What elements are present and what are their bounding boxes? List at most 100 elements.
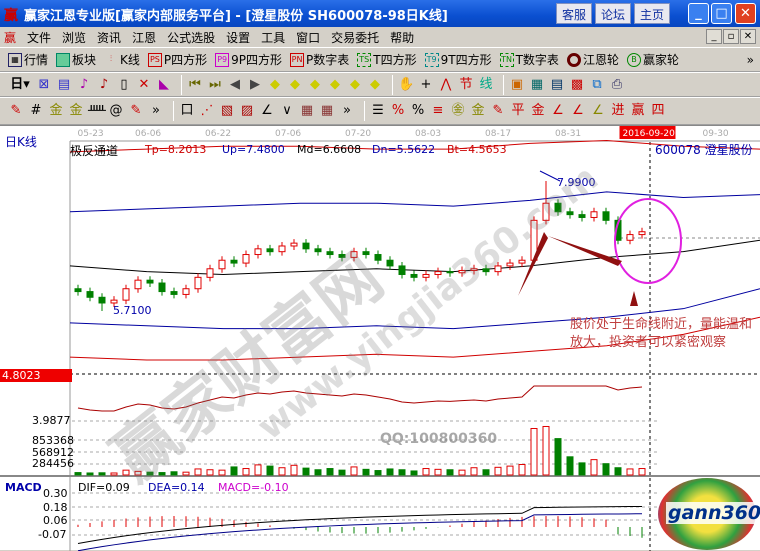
- last-icon[interactable]: ⏭: [209, 76, 221, 92]
- menu-formula[interactable]: 公式选股: [167, 30, 216, 45]
- toolbar-t-table[interactable]: TN T数字表: [499, 52, 559, 67]
- period-select[interactable]: 日▾: [10, 76, 30, 92]
- menu-tools[interactable]: 工具: [261, 30, 286, 45]
- wave-icon[interactable]: ∨: [282, 103, 292, 118]
- angle-four-icon[interactable]: 四: [651, 103, 665, 118]
- menu-browse[interactable]: 浏览: [62, 30, 87, 45]
- customer-service-button[interactable]: 客服: [556, 3, 593, 24]
- line-tool-icon[interactable]: ⋀: [440, 76, 452, 92]
- jin-icon[interactable]: 金: [531, 103, 545, 118]
- gradient-icon[interactable]: ◣: [159, 76, 169, 92]
- toolbar-gann-wheel[interactable]: 江恩轮: [566, 51, 619, 68]
- export-icon[interactable]: ⧉: [592, 76, 602, 92]
- menu-help[interactable]: 帮助: [390, 30, 415, 45]
- angle-f-icon[interactable]: ∠: [572, 103, 584, 118]
- more-chevron-2-icon[interactable]: »: [343, 103, 351, 118]
- mdi-close-button[interactable]: ✕: [740, 29, 756, 44]
- hand-icon[interactable]: ✋: [398, 76, 415, 92]
- toolbar-p-square[interactable]: PS P四方形: [147, 51, 207, 68]
- more-chevron-icon[interactable]: »: [746, 52, 754, 67]
- volume-bar: [326, 468, 334, 476]
- close-button[interactable]: ✕: [735, 3, 756, 24]
- grid-box-2-icon[interactable]: ▦: [320, 103, 334, 118]
- toolbar-9p-square[interactable]: P9 9P四方形: [215, 51, 282, 68]
- box-icon[interactable]: 口: [180, 103, 194, 118]
- menu-trade[interactable]: 交易委托: [331, 30, 380, 45]
- square-diag-icon[interactable]: ▨: [240, 103, 254, 118]
- kline-chart[interactable]: 05-23 06-06 06-22 07-06 07-20 08-03 08-17 08-31…: [0, 125, 760, 551]
- fan-icon[interactable]: ✎: [130, 103, 142, 118]
- pen-icon[interactable]: ✎: [10, 103, 22, 118]
- scroll-left-icon[interactable]: ◆: [270, 76, 280, 92]
- xian-icon[interactable]: 线: [479, 76, 493, 92]
- mdi-minimize-button[interactable]: _: [706, 29, 722, 44]
- home-button[interactable]: 主页: [634, 3, 671, 24]
- indicator-9-icon[interactable]: ♪: [99, 76, 109, 92]
- angle-ying-icon[interactable]: 赢: [631, 103, 645, 118]
- angle-jin-icon[interactable]: 进: [611, 103, 625, 118]
- jie-icon[interactable]: 节: [459, 76, 473, 92]
- percent-icon[interactable]: %: [411, 103, 425, 118]
- minimize-button[interactable]: _: [688, 3, 709, 24]
- overlay-icon[interactable]: ⊠: [38, 76, 50, 92]
- ping-icon[interactable]: 平: [511, 103, 525, 118]
- toolbar-kline[interactable]: ⫶ K线: [104, 51, 140, 68]
- zoom-out-icon[interactable]: ◆: [310, 76, 320, 92]
- next-icon[interactable]: ▶: [250, 76, 260, 92]
- scroll-right-icon[interactable]: ◆: [290, 76, 300, 92]
- spiral-icon[interactable]: @: [109, 103, 123, 118]
- print-icon[interactable]: ⎙: [611, 76, 623, 92]
- square-hatch-icon[interactable]: ▧: [220, 103, 234, 118]
- calculator-icon[interactable]: ▦: [530, 76, 544, 92]
- fork-icon[interactable]: ᚊ: [88, 103, 106, 118]
- calendar-icon[interactable]: ▣: [510, 76, 524, 92]
- indicator-3-icon[interactable]: ♪: [79, 76, 89, 92]
- candle: [242, 254, 250, 264]
- crosshair-icon[interactable]: +: [420, 76, 432, 92]
- gold-1-icon[interactable]: 金: [49, 103, 63, 118]
- angle-icon[interactable]: ∠: [261, 103, 273, 118]
- sector-blocks-icon: [56, 52, 71, 67]
- angle-gold-icon[interactable]: ∠: [592, 103, 604, 118]
- report-icon[interactable]: ▤: [550, 76, 564, 92]
- expand-icon[interactable]: ◆: [370, 76, 380, 92]
- mdi-restore-button[interactable]: ▫: [723, 29, 739, 44]
- volume-bar: [494, 466, 502, 476]
- cross-icon[interactable]: ✕: [138, 76, 150, 92]
- percent-lines-icon[interactable]: ≡: [432, 103, 444, 118]
- toolbar-quotes[interactable]: ▦ 行情: [8, 51, 48, 68]
- toolbar-yingjia-wheel[interactable]: B 赢家轮: [626, 51, 679, 68]
- prev-icon[interactable]: ◀: [230, 76, 240, 92]
- save-icon[interactable]: ▩: [570, 76, 584, 92]
- toolbar-sectors[interactable]: 板块: [56, 51, 96, 68]
- forum-button[interactable]: 论坛: [595, 3, 632, 24]
- menu-gann[interactable]: 江恩: [132, 30, 157, 45]
- ruler-icon[interactable]: ☰: [372, 103, 384, 118]
- date-tick: 08-17: [485, 129, 511, 139]
- menu-file[interactable]: 文件: [27, 30, 52, 45]
- percent-line-icon[interactable]: %: [391, 103, 405, 118]
- first-icon[interactable]: ⏮: [189, 76, 201, 92]
- zoom-in-icon[interactable]: ◆: [330, 76, 340, 92]
- menu-settings[interactable]: 设置: [226, 30, 251, 45]
- cut-icon[interactable]: ✎: [492, 103, 504, 118]
- maximize-button[interactable]: □: [711, 3, 732, 24]
- grid-box-icon[interactable]: ▦: [300, 103, 314, 118]
- gann360-logo: gann360: [658, 478, 760, 550]
- toolbar-9t-square[interactable]: T9 9T四方形: [424, 52, 492, 67]
- toolbar-p-table[interactable]: PN P数字表: [290, 52, 350, 67]
- gold-circle-icon[interactable]: ㊎: [451, 103, 465, 118]
- grid-lines-icon[interactable]: #: [30, 103, 42, 118]
- volume-bar: [518, 463, 526, 476]
- candle-type-icon[interactable]: ▯: [120, 76, 128, 92]
- menu-info[interactable]: 资讯: [97, 30, 122, 45]
- gold-lines-icon[interactable]: 金: [471, 103, 485, 118]
- gold-2-icon[interactable]: 金: [69, 103, 83, 118]
- more-chevron-icon[interactable]: »: [152, 103, 160, 118]
- menu-window[interactable]: 窗口: [296, 30, 321, 45]
- ray-fan-icon[interactable]: ⋰: [200, 103, 214, 118]
- compress-icon[interactable]: ◆: [350, 76, 360, 92]
- angle-j-icon[interactable]: ∠: [552, 103, 564, 118]
- notes-icon[interactable]: ▤: [57, 76, 71, 92]
- toolbar-t-square[interactable]: TS T四方形: [357, 51, 417, 68]
